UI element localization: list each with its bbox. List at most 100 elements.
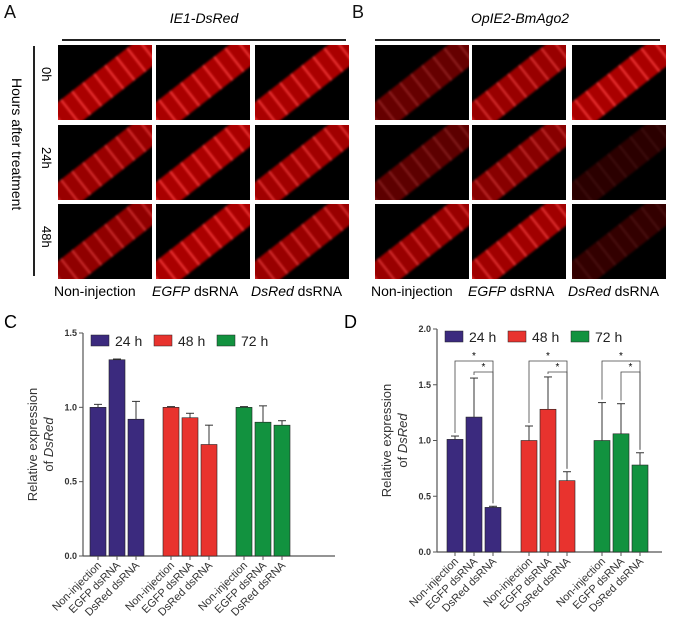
column-label-text: Non-injection: [371, 283, 453, 299]
bar: [446, 439, 464, 553]
y-axis-label-line1: Relative expression: [25, 388, 40, 501]
significance-bracket: [547, 371, 568, 469]
legend-label: 48 h: [532, 329, 559, 345]
bar: [558, 480, 576, 553]
panel-b-title: OpIE2-BmAgo2: [470, 10, 570, 26]
significance-star: *: [556, 362, 560, 373]
y-axis-label-gene: DsRed: [41, 417, 56, 458]
micrograph-a-0h-col1: [156, 45, 250, 120]
bar: [520, 440, 538, 553]
legend-label: 24 h: [115, 333, 142, 349]
bar-chart-D: D 0.0 0.5 1.0 1.5 2.0 Relative expression of Ds…: [344, 312, 662, 615]
bar: [127, 418, 145, 557]
y-axis-label-prefix: of: [395, 453, 410, 467]
column-label-italic: EGFP: [468, 283, 507, 299]
micrograph-b-24h-col0: [375, 125, 469, 200]
panel-label-b: B: [352, 2, 365, 22]
y-tick-label: 0.0: [64, 551, 77, 561]
column-label-text: Non-injection: [54, 283, 136, 299]
significance-star: *: [546, 351, 550, 362]
bar: [254, 421, 272, 557]
y-tick-label: 1.5: [418, 380, 431, 390]
bar: [200, 444, 218, 557]
y-tick-label: 1.0: [418, 436, 431, 446]
significance-star: *: [472, 351, 476, 362]
column-label-a-0: Non-injection: [54, 283, 136, 299]
y-axis-label: Relative expression: [25, 388, 40, 501]
y-tick-label: 1.5: [64, 328, 77, 338]
micrograph-a-48h-col2: [255, 204, 349, 279]
micrograph-b-48h-col1: [472, 204, 566, 279]
bar: [273, 424, 291, 557]
bar: [235, 407, 253, 557]
column-label-text: dsRNA: [190, 283, 239, 299]
column-label-text: dsRNA: [293, 283, 343, 299]
panel-label-a: A: [4, 2, 17, 22]
bar: [593, 440, 611, 553]
legend-swatch: [570, 330, 590, 343]
column-label-italic: DsRed: [251, 283, 294, 299]
y-axis-label-line1: Relative expression: [379, 384, 394, 497]
micrograph-b-24h-col1: [472, 125, 566, 200]
micrograph-a-0h-col0: [58, 45, 152, 120]
legend-swatch: [90, 334, 110, 347]
bar: [181, 417, 199, 557]
significance-bracket: [473, 371, 494, 504]
y-tick-label: 1.0: [64, 402, 77, 412]
bar: [539, 408, 557, 553]
micrograph-b-24h-col2: [572, 125, 666, 200]
column-label-a-1: EGFP dsRNA: [152, 283, 238, 299]
significance-star: *: [619, 351, 623, 362]
y-axis-label-line2: of DsRed: [41, 417, 56, 472]
micrograph-b-0h-col0: [375, 45, 469, 120]
row-axis-line: [33, 46, 35, 276]
column-label-text: dsRNA: [506, 283, 555, 299]
legend-label: 72 h: [241, 333, 268, 349]
y-tick-label: 0.5: [64, 477, 77, 487]
legend-swatch: [216, 334, 236, 347]
column-label-a-2: DsRed dsRNA: [251, 283, 342, 299]
y-tick-label: 0.5: [418, 491, 431, 501]
micrograph-b-0h-col1: [472, 45, 566, 120]
panel-b-title-rule: [375, 39, 660, 41]
column-label-b-0: Non-injection: [371, 283, 453, 299]
bar: [162, 407, 180, 557]
legend-label: 24 h: [469, 329, 496, 345]
significance-star: *: [629, 362, 633, 373]
micrograph-b-0h-col2: [572, 45, 666, 120]
column-label-b-2: DsRed dsRNA: [568, 283, 659, 299]
bar: [631, 464, 649, 553]
y-tick-label: 0.0: [418, 547, 431, 557]
column-label-text: dsRNA: [610, 283, 660, 299]
y-axis-label: Relative expression: [379, 384, 394, 497]
micrograph-a-24h-col0: [58, 125, 152, 200]
micrograph-a-48h-col0: [58, 204, 152, 279]
bar: [89, 407, 107, 557]
legend-label: 48 h: [178, 333, 205, 349]
y-axis-label-line2: of DsRed: [395, 413, 410, 468]
micrograph-a-48h-col1: [156, 204, 250, 279]
column-label-b-1: EGFP dsRNA: [468, 283, 554, 299]
micrograph-a-24h-col1: [156, 125, 250, 200]
legend-swatch: [507, 330, 527, 343]
panel-label-c: C: [4, 312, 17, 332]
bar: [612, 433, 630, 553]
significance-bracket: [620, 371, 641, 450]
micrograph-a-24h-col2: [255, 125, 349, 200]
legend-label: 72 h: [595, 329, 622, 345]
legend-swatch: [153, 334, 173, 347]
panel-label-d: D: [344, 312, 357, 332]
panel-a-title: IE1-DsRed: [169, 10, 239, 26]
micrograph-a-0h-col2: [255, 45, 349, 120]
y-axis-label-prefix: of: [41, 457, 56, 471]
bar-chart-C: C 0.0 0.5 1.0 1.5 Relative expression of DsRed…: [4, 312, 335, 619]
column-label-italic: DsRed: [568, 283, 611, 299]
bar: [465, 416, 483, 553]
panel-a-title-rule: [62, 39, 346, 41]
column-label-italic: EGFP: [152, 283, 191, 299]
bar: [484, 507, 502, 553]
micrograph-b-48h-col2: [572, 204, 666, 279]
micrograph-b-48h-col0: [375, 204, 469, 279]
